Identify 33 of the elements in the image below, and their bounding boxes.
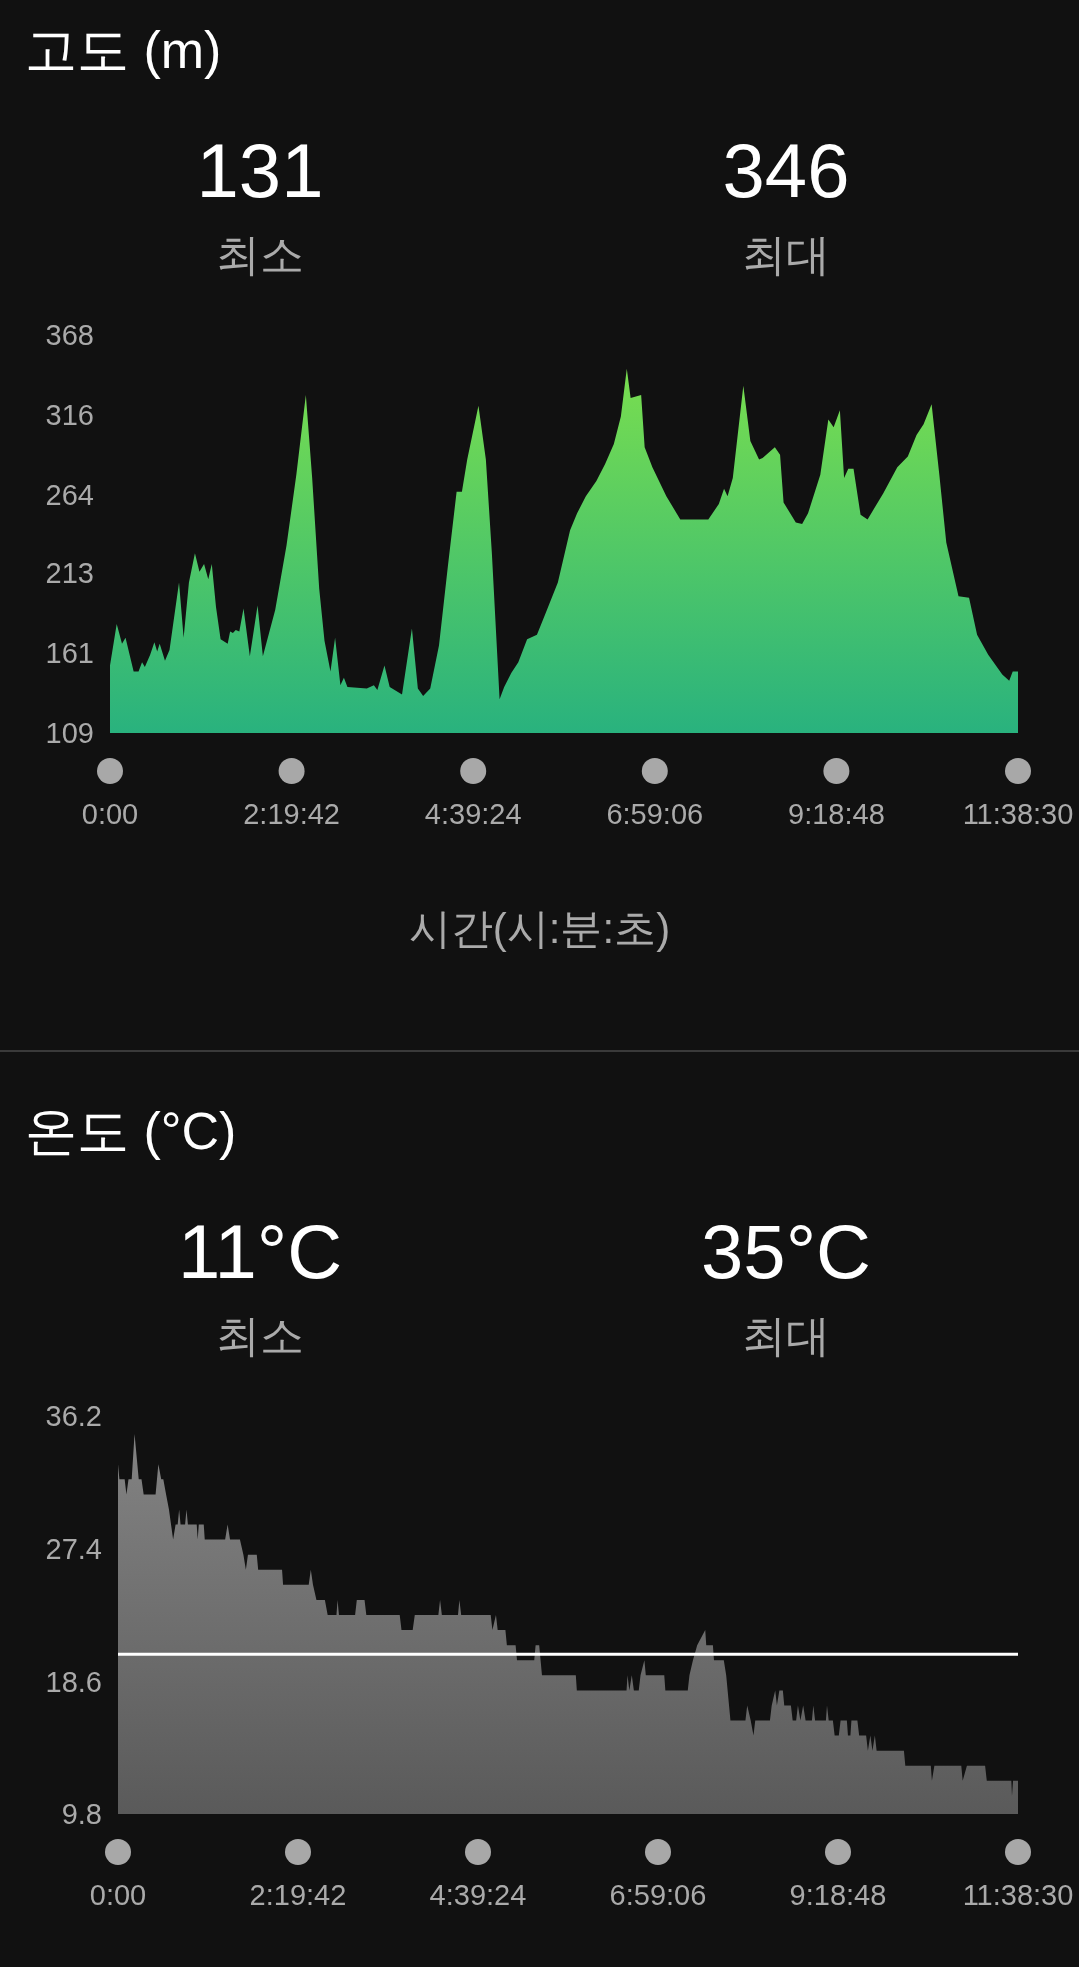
text: 최대 xyxy=(741,229,831,281)
text: 최소 xyxy=(215,229,305,281)
x-tick-label: 2:19:42 xyxy=(243,798,340,831)
y-tick-label: 161 xyxy=(45,637,94,670)
text: 최소 xyxy=(215,1310,305,1362)
x-axis-title: 시간(시:분:초) xyxy=(407,904,672,954)
x-tick-label: 9:18:48 xyxy=(789,1879,887,1912)
y-tick-label: 264 xyxy=(45,479,94,512)
x-tick-label: 0:00 xyxy=(81,798,139,831)
text: 최대 xyxy=(741,1310,831,1362)
text: 35°C xyxy=(700,1209,872,1294)
text: 11°C xyxy=(176,1209,344,1294)
x-tick-label: 0:00 xyxy=(89,1879,147,1912)
y-tick-label: 368 xyxy=(45,319,94,352)
x-tick-label: 9:18:48 xyxy=(788,798,885,831)
text: 346 xyxy=(721,128,851,213)
x-tick-label: 11:38:30 xyxy=(962,798,1074,831)
x-tick-label: 6:59:06 xyxy=(606,798,704,831)
y-tick-label: 109 xyxy=(45,717,94,750)
y-tick-label: 9.8 xyxy=(61,1798,102,1831)
y-tick-label: 27.4 xyxy=(45,1532,102,1565)
y-tick-label: 316 xyxy=(45,399,94,432)
y-tick-label: 18.6 xyxy=(45,1665,102,1698)
x-tick-label: 6:59:06 xyxy=(609,1879,707,1912)
y-tick-label: 36.2 xyxy=(45,1400,102,1433)
chart-title: 온도 (°C) xyxy=(25,1101,237,1162)
x-tick-label: 4:39:24 xyxy=(424,798,522,831)
x-tick-label: 11:38:30 xyxy=(962,1879,1074,1912)
x-tick-label: 2:19:42 xyxy=(249,1879,347,1912)
text: 131 xyxy=(195,128,325,213)
x-tick-label: 4:39:24 xyxy=(429,1879,527,1912)
y-tick-label: 213 xyxy=(45,557,94,590)
chart-title: 고도 (m) xyxy=(25,20,222,81)
